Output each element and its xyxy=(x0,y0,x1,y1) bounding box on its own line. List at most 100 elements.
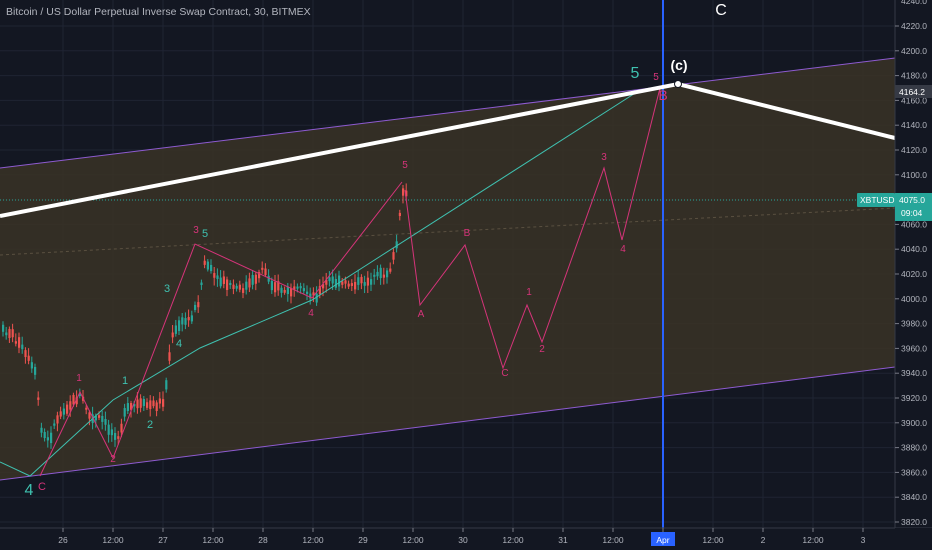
candle-body xyxy=(398,212,401,217)
candle-body xyxy=(219,277,222,287)
candle-body xyxy=(133,404,136,407)
candle-body xyxy=(104,418,107,425)
candle-body xyxy=(395,241,398,249)
wave-label: B xyxy=(658,87,667,103)
hover-price-tag xyxy=(895,85,932,98)
candle-body xyxy=(11,329,14,338)
candle-body xyxy=(363,282,366,286)
x-tick-label: 2 xyxy=(761,535,766,545)
x-tick-label: 12:00 xyxy=(302,535,324,545)
candle-body xyxy=(8,328,11,338)
x-tick-label: 12:00 xyxy=(202,535,224,545)
y-tick-label: 4160.0 xyxy=(901,95,927,105)
candle-body xyxy=(66,404,69,414)
candle-body xyxy=(254,274,257,284)
candle-body xyxy=(69,401,72,410)
x-tick-label: 12:00 xyxy=(402,535,424,545)
candle-body xyxy=(110,429,113,436)
wave-label: 2 xyxy=(110,454,116,465)
wave-label: (c) xyxy=(670,57,687,73)
candle-body xyxy=(402,188,405,196)
candle-body xyxy=(293,286,296,290)
x-tick-label: 12:00 xyxy=(702,535,724,545)
candle-body xyxy=(245,281,248,290)
candle-body xyxy=(392,252,395,260)
y-tick-label: 4100.0 xyxy=(901,170,927,180)
candle-body xyxy=(88,412,91,419)
candle-body xyxy=(187,317,190,321)
candle-body xyxy=(158,398,161,404)
y-tick-label: 3940.0 xyxy=(901,368,927,378)
candle-body xyxy=(139,398,142,408)
candle-body xyxy=(155,402,158,412)
candle-body xyxy=(5,332,8,336)
candle-body xyxy=(171,332,174,338)
candle-body xyxy=(264,268,267,275)
candle-body xyxy=(165,380,168,390)
y-tick-label: 4220.0 xyxy=(901,21,927,31)
candle-body xyxy=(130,403,133,410)
candle-body xyxy=(251,275,254,285)
channel-mid-line xyxy=(0,207,896,256)
candle-body xyxy=(62,408,65,415)
candle-body xyxy=(382,274,385,278)
candle-body xyxy=(290,287,293,297)
candle-body xyxy=(238,284,241,290)
wave-label: 5 xyxy=(653,72,659,83)
y-tick-label: 3840.0 xyxy=(901,492,927,502)
candle-body xyxy=(203,260,206,265)
y-tick-label: 3960.0 xyxy=(901,343,927,353)
candle-body xyxy=(344,280,347,284)
candle-body xyxy=(168,352,171,361)
candle-body xyxy=(235,285,238,289)
candle-body xyxy=(376,271,379,277)
candle-body xyxy=(30,362,33,369)
wave-label: 4 xyxy=(176,338,182,350)
candle-body xyxy=(318,286,321,295)
candle-body xyxy=(347,283,350,287)
candle-body xyxy=(302,288,305,292)
candle-body xyxy=(322,284,325,289)
y-tick-label: 4180.0 xyxy=(901,71,927,81)
candle-body xyxy=(286,286,289,295)
candle-body xyxy=(56,415,59,424)
candle-body xyxy=(72,394,75,405)
candle-body xyxy=(210,264,213,272)
x-tick-label: 12:00 xyxy=(102,535,124,545)
candle-body xyxy=(229,282,232,286)
candle-body xyxy=(258,272,261,279)
candle-body xyxy=(325,279,328,285)
candle-body xyxy=(312,292,315,296)
hover-price-label: 4164.2 xyxy=(899,87,925,97)
wave-label: 3 xyxy=(193,225,199,236)
wave-label: 2 xyxy=(147,419,153,431)
candle-body xyxy=(34,366,37,375)
x-tick-label: 29 xyxy=(358,535,368,545)
candle-body xyxy=(216,275,219,279)
candle-body xyxy=(53,423,56,426)
candle-body xyxy=(117,436,120,439)
candle-body xyxy=(152,400,155,407)
wave-label: C xyxy=(38,481,46,493)
candle-body xyxy=(261,267,264,270)
candle-body xyxy=(373,274,376,277)
x-tick-label: 26 xyxy=(58,535,68,545)
wave-label: 5 xyxy=(202,228,208,240)
candle-body xyxy=(306,291,309,294)
wave-label: C xyxy=(501,368,508,379)
candle-body xyxy=(24,350,27,358)
wave-label: B xyxy=(464,228,471,239)
candle-body xyxy=(366,277,369,286)
candles xyxy=(2,183,408,449)
x-tick-label: 30 xyxy=(458,535,468,545)
wave-label: 3 xyxy=(164,283,170,295)
y-tick-label: 4060.0 xyxy=(901,219,927,229)
candle-body xyxy=(190,315,193,322)
candle-body xyxy=(197,302,200,308)
wave-label: 5 xyxy=(402,160,408,171)
y-tick-label-partial: 4240.0 xyxy=(901,0,927,6)
wave-label: 4 xyxy=(308,308,314,319)
